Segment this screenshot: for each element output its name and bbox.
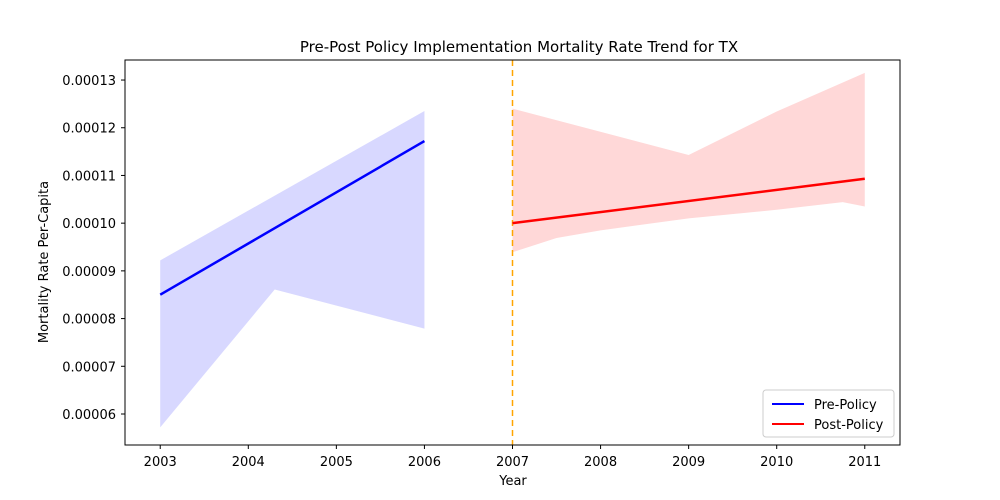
confidence-bands [160,72,865,428]
x-tick-label: 2010 [760,455,793,470]
y-tick-label: 0.00011 [62,169,116,184]
y-tick-label: 0.00012 [62,122,116,137]
y-tick-label: 0.00009 [62,265,116,280]
x-axis-label: Year [498,474,527,489]
y-axis-ticks: 0.00006 0.00007 0.00008 0.00009 0.00010 0.000… [62,74,125,423]
x-tick-label: 2008 [584,455,617,470]
x-tick-label: 2004 [232,455,265,470]
legend-box [762,389,895,438]
x-tick-label: 2006 [408,455,441,470]
x-tick-label: 2011 [848,455,881,470]
y-tick-label: 0.00010 [62,217,116,232]
x-tick-label: 2003 [144,455,177,470]
y-tick-label: 0.00013 [62,74,116,89]
confidence-band-post-policy [512,72,865,253]
y-tick-label: 0.00006 [62,408,116,423]
y-axis-label: Mortality Rate Per-Capita [37,181,52,343]
series-line-pre-policy [159,140,426,296]
chart-title: Pre-Post Policy Implementation Mortality… [300,38,738,56]
legend: Pre-Policy Post-Policy [762,389,895,438]
x-tick-label: 2005 [320,455,353,470]
series-lines [159,140,865,296]
confidence-band-pre-policy [160,111,425,428]
x-tick-label: 2009 [672,455,705,470]
y-tick-label: 0.00007 [62,360,116,375]
y-tick-label: 0.00008 [62,313,116,328]
legend-label-pre-policy: Pre-Policy [814,398,877,413]
series-line-post-policy [512,177,865,225]
x-axis-ticks: 2003 2004 2005 2006 2007 2008 2009 2010 2011 [144,445,881,470]
x-tick-label: 2007 [496,455,529,470]
legend-label-post-policy: Post-Policy [814,418,884,433]
